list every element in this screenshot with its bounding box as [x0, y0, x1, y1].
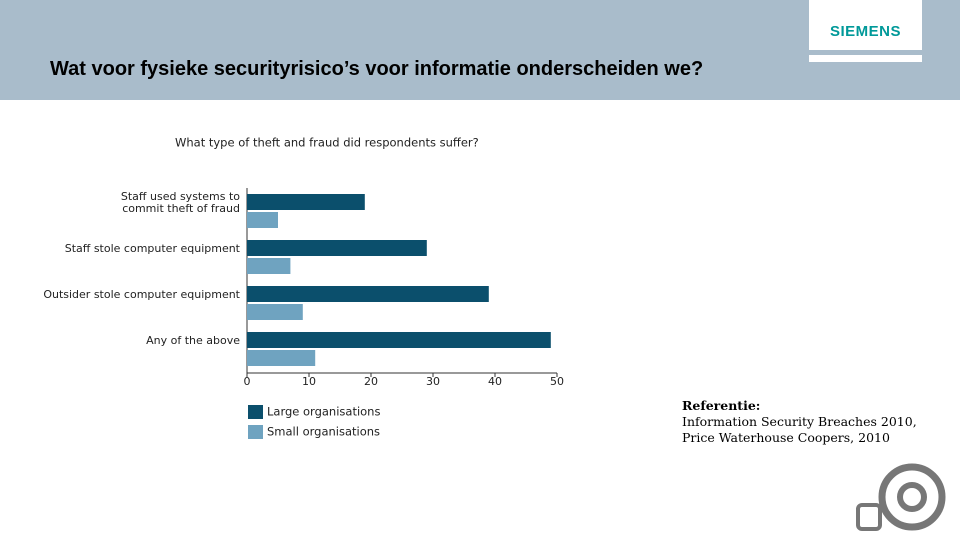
- bar: [247, 258, 291, 274]
- x-tick-label: 50: [550, 375, 564, 388]
- bar: [247, 286, 489, 302]
- bar: [247, 332, 551, 348]
- reference-line: Price Waterhouse Coopers, 2010: [682, 430, 890, 445]
- reference-heading: Referentie:: [682, 398, 761, 413]
- bar: [247, 304, 303, 320]
- category-label: Outsider stole computer equipment: [43, 288, 240, 301]
- category-label: Any of the above: [146, 334, 240, 347]
- bar: [247, 240, 427, 256]
- chart-title: What type of theft and fraud did respond…: [175, 136, 479, 150]
- legend-swatch: [248, 425, 263, 439]
- category-label: Staff used systems to commit theft of fr…: [120, 190, 240, 215]
- legend-label: Small organisations: [267, 425, 380, 439]
- x-tick-label: 0: [244, 375, 251, 388]
- reference-line: Information Security Breaches 2010,: [682, 414, 917, 429]
- bar: [247, 350, 316, 366]
- decor-icon: [856, 463, 946, 531]
- x-tick-label: 30: [426, 375, 440, 388]
- x-tick-label: 10: [302, 375, 316, 388]
- legend-label: Large organisations: [267, 405, 380, 419]
- slide-title: Wat voor fysieke securityrisico’s voor i…: [50, 58, 704, 80]
- legend-swatch: [248, 405, 263, 419]
- category-label: Staff stole computer equipment: [64, 242, 240, 255]
- logo-strip: [809, 55, 922, 62]
- bar: [247, 194, 365, 210]
- x-tick-label: 20: [364, 375, 378, 388]
- bar: [247, 212, 278, 228]
- header-band: [0, 0, 960, 100]
- x-tick-label: 40: [488, 375, 502, 388]
- logo: SIEMENS: [809, 0, 922, 50]
